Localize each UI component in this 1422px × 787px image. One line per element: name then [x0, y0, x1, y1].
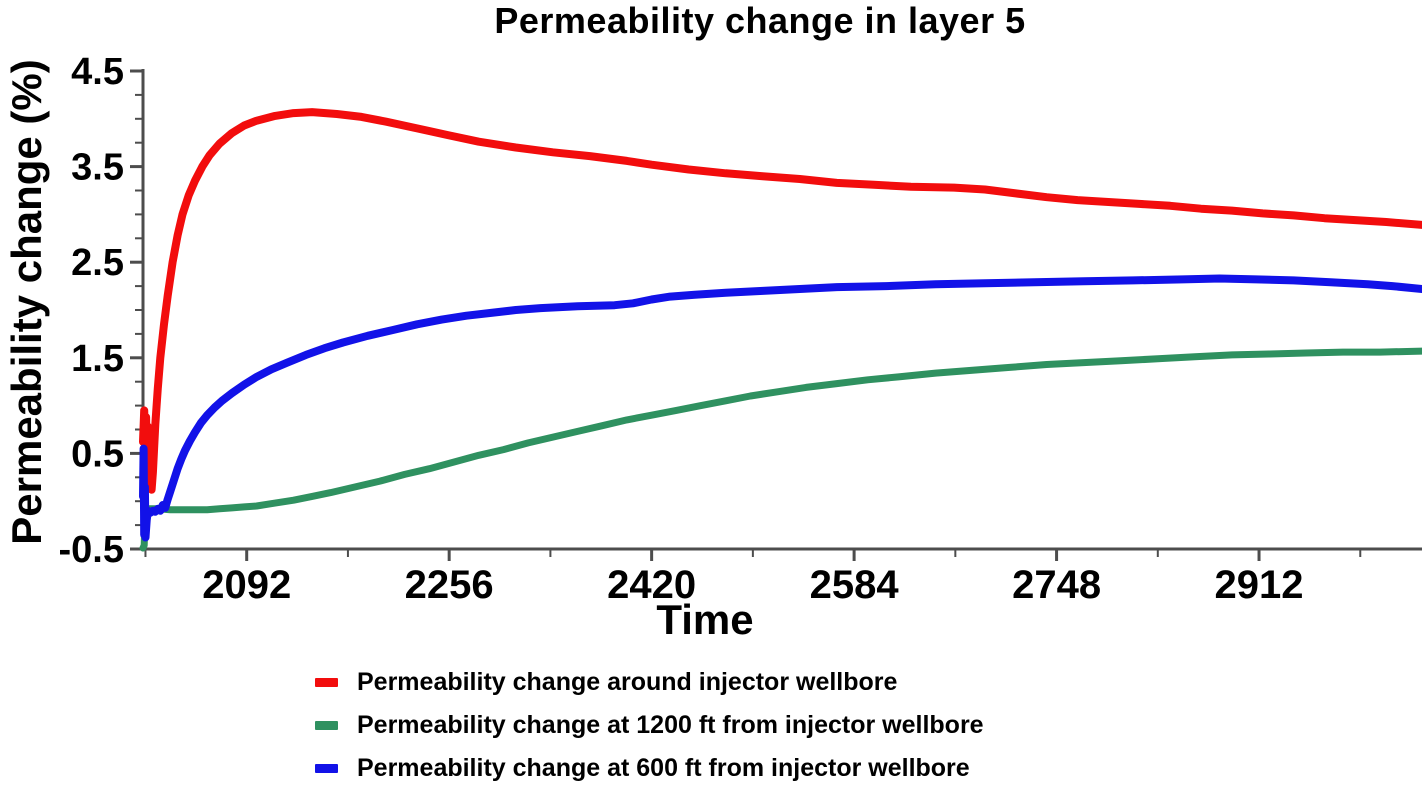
legend-swatch-blue — [315, 764, 338, 773]
legend: Permeability change around injector well… — [315, 661, 984, 787]
legend-label: Permeability change around injector well… — [357, 668, 898, 696]
x-axis-title: Time — [656, 596, 754, 643]
y-tick-label: -0.5 — [59, 529, 124, 571]
y-tick-label: 4.5 — [71, 51, 124, 93]
y-tick-label: 1.5 — [71, 338, 124, 380]
legend-item-1200ft: Permeability change at 1200 ft from inje… — [315, 704, 984, 747]
series-line-0 — [139, 108, 1422, 494]
x-tick-label: 2584 — [810, 563, 900, 607]
legend-swatch-red — [315, 678, 338, 687]
x-tick-label: 2748 — [1012, 563, 1101, 607]
x-tick-label: 2420 — [607, 563, 696, 607]
x-tick-label: 2092 — [202, 563, 291, 607]
y-tick-label: 2.5 — [71, 242, 124, 284]
legend-item-injector-wellbore: Permeability change around injector well… — [315, 661, 984, 704]
legend-label: Permeability change at 1200 ft from inje… — [357, 711, 984, 739]
y-tick-label: 3.5 — [71, 147, 124, 189]
legend-swatch-green — [315, 721, 338, 730]
series-line-2 — [139, 274, 1422, 542]
y-tick-label: 0.5 — [71, 433, 124, 475]
x-tick-label: 2256 — [405, 563, 494, 607]
x-tick-label: 2912 — [1215, 563, 1304, 607]
plot-area: -0.5 0.5 1.5 2.5 3.5 4.5 2092 2256 2420 2584 2748 2… — [59, 51, 1422, 607]
legend-label: Permeability change at 600 ft from injec… — [357, 754, 970, 782]
legend-item-600ft: Permeability change at 600 ft from injec… — [315, 747, 984, 787]
chart-title: Permeability change in layer 5 — [494, 0, 1026, 41]
series-line-1 — [139, 347, 1422, 552]
